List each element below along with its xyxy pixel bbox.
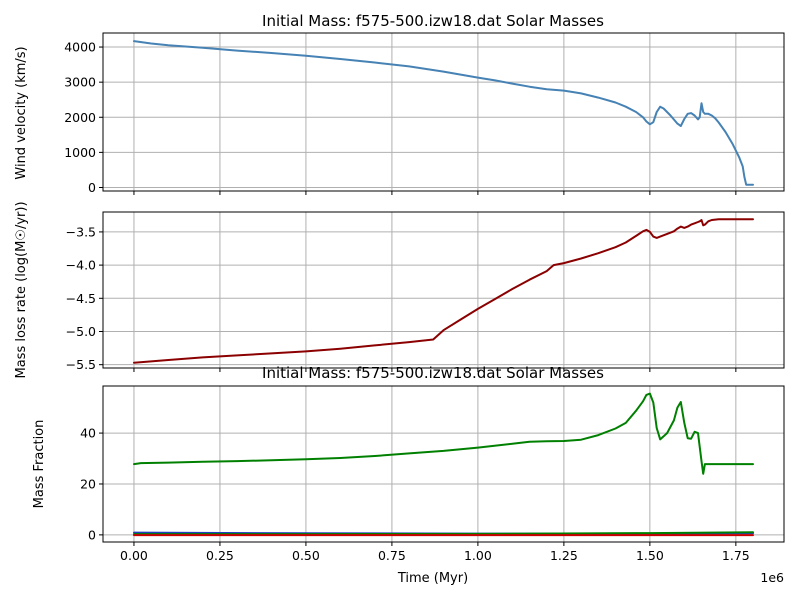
x-tick-label: 0.00 [120,548,148,563]
x-tick-label: 1.50 [636,548,664,563]
mass-loss-rate-ticks: −5.5 −5.0 −4.5 −4.0 −3.5 [66,224,737,372]
mass-fraction-y-tick-label: 40 [80,426,96,441]
mass-fraction-plot-frame [102,385,785,543]
wind-velocity-series-line-1 [133,40,754,186]
mass-loss-rate-y-tick-label: −4.0 [66,258,96,273]
mass-fraction-series-line-1 [133,392,754,475]
mass-fraction-y-tick-label: 0 [88,527,96,542]
wind-velocity-y-tick-label: 3000 [64,75,96,90]
wind-velocity-y-tick-label: 2000 [64,110,96,125]
x-axis-offset-text: 1e6 [760,570,784,585]
x-tick-label: 1.00 [464,548,492,563]
mass-loss-rate-series [133,218,754,364]
x-tick-label: 0.75 [378,548,406,563]
mass-fraction-y-tick-label: 20 [80,476,96,491]
mass-loss-rate-plot-frame [102,211,785,369]
time-x-axis-label: Time (Myr) [397,571,468,586]
mass-fraction-y-axis-label: Mass Fraction [32,420,47,509]
wind-velocity-series [133,40,754,186]
wind-velocity-ticks: 0 1000 2000 3000 4000 [64,40,737,195]
x-tick-label: 0.25 [206,548,234,563]
wind-velocity-y-tick-label: 0 [88,180,96,195]
mass-loss-rate-y-tick-label: −5.5 [66,357,96,372]
mass-fraction-panel: 0.00 0.25 0.50 0.75 1.00 1.25 1.50 1.75 0 20 40 In… [32,364,785,586]
mass-loss-rate-panel: −5.5 −5.0 −4.5 −4.0 −3.5 Mass loss rate (log… [14,201,785,379]
mass-loss-rate-y-tick-label: −4.5 [66,291,96,306]
mass-loss-rate-y-axis-label: Mass loss rate (log(M☉/yr)) [14,201,29,378]
wind-velocity-plot-frame [102,32,785,192]
x-tick-label: 1.25 [550,548,578,563]
mass-loss-rate-series-line-1 [133,218,754,364]
wind-velocity-gridlines [103,33,784,191]
wind-velocity-y-axis-label: Wind velocity (km/s) [14,46,29,179]
wind-velocity-panel: 0 1000 2000 3000 4000 Initial Mass: f575-500… [14,12,785,195]
x-tick-label: 0.50 [292,548,320,563]
mass-loss-rate-y-tick-label: −3.5 [66,224,96,239]
wind-velocity-title: Initial Mass: f575-500.izw18.dat Solar M… [262,12,604,30]
mass-fraction-series [133,392,754,537]
mass-fraction-ticks: 0.00 0.25 0.50 0.75 1.00 1.25 1.50 1.75 0 20 40 [80,426,750,563]
x-tick-label: 1.75 [722,548,750,563]
wind-velocity-y-tick-label: 4000 [64,40,96,55]
mass-fraction-title: Initial Mass: f575-500.izw18.dat Solar M… [262,364,604,382]
mass-loss-rate-y-tick-label: −5.0 [66,324,96,339]
wind-velocity-y-tick-label: 1000 [64,145,96,160]
